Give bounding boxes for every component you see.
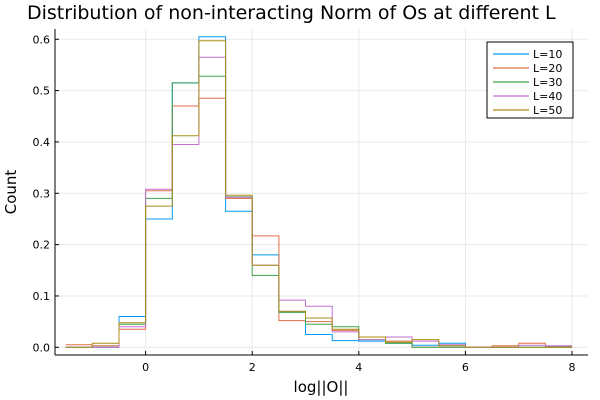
y-tick-label: 0.0 <box>33 341 51 354</box>
chart-title: Distribution of non-interacting Norm of … <box>27 2 556 24</box>
axes <box>54 29 588 356</box>
x-tick-label: 8 <box>569 361 576 374</box>
x-axis-label: log||O|| <box>294 378 349 396</box>
legend-label: L=30 <box>533 76 562 89</box>
tick-labels: 0 2 4 6 8 0.0 0.1 0.2 0.3 0.4 0.5 0.6 <box>33 33 576 374</box>
legend-label: L=20 <box>533 62 562 75</box>
legend-label: L=50 <box>533 104 562 117</box>
y-axis-label: Count <box>2 170 20 215</box>
series-line-l50 <box>65 40 572 348</box>
y-tick-label: 0.2 <box>33 239 51 252</box>
grid-lines <box>55 29 588 355</box>
y-tick-label: 0.3 <box>33 187 51 200</box>
series-layer <box>65 36 572 348</box>
series-line-l30 <box>65 75 572 348</box>
y-tick-label: 0.1 <box>33 290 51 303</box>
series-line-l20 <box>65 97 572 348</box>
legend: L=10L=20L=30L=40L=50 <box>486 41 574 119</box>
x-tick-label: 0 <box>142 361 149 374</box>
legend-label: L=40 <box>533 90 562 103</box>
y-tick-label: 0.6 <box>33 33 51 46</box>
x-tick-label: 4 <box>355 361 362 374</box>
y-tick-label: 0.4 <box>33 136 51 149</box>
x-tick-label: 6 <box>462 361 469 374</box>
y-tick-label: 0.5 <box>33 85 51 98</box>
x-tick-label: 2 <box>249 361 256 374</box>
legend-label: L=10 <box>533 48 562 61</box>
legend-box <box>486 41 574 119</box>
